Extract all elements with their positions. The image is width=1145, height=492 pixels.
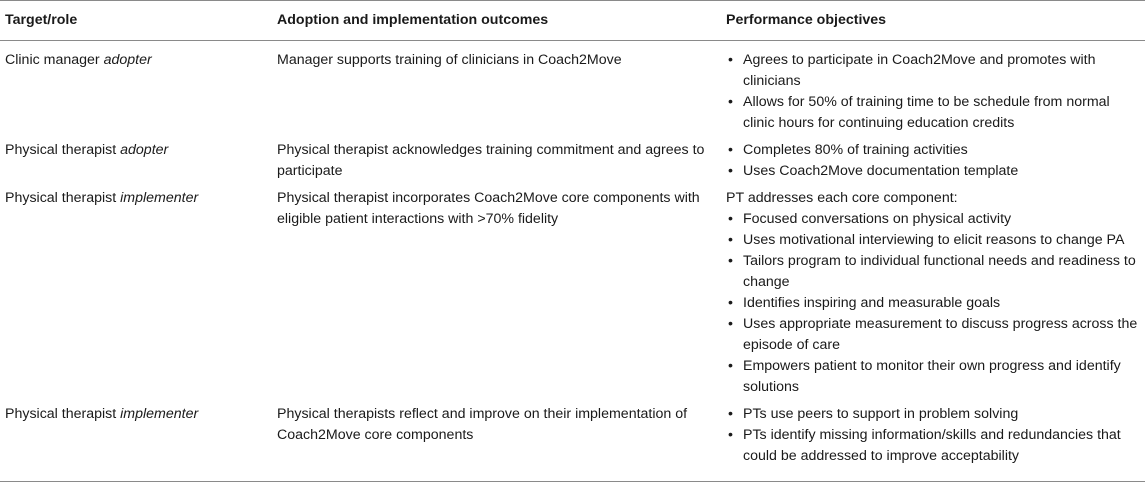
objectives-intro: PT addresses each core component: <box>726 190 958 206</box>
role-cell: Physical therapist implementer <box>0 400 270 482</box>
header-performance-objectives: Performance objectives <box>719 0 1145 41</box>
outcome-cell: Physical therapist acknowledges training… <box>277 142 705 179</box>
outcome-cell: Manager supports training of clinicians … <box>277 52 622 68</box>
objectives-list: Focused conversations on physical activi… <box>726 209 1141 398</box>
list-item: Uses Coach2Move documentation template <box>726 161 1141 182</box>
outcome-cell: Physical therapists reflect and improve … <box>270 400 719 482</box>
list-item: Uses appropriate measurement to discuss … <box>726 314 1141 356</box>
table-header: Target/role Adoption and implementation … <box>0 0 1145 41</box>
table-row: Physical therapist implementer Physical … <box>0 400 1145 482</box>
role-cell: Clinic manager adopter <box>0 41 270 137</box>
list-item: Completes 80% of training activities <box>726 140 1141 161</box>
table-row: Physical therapist implementer Physical … <box>0 184 1145 400</box>
list-item: Identifies inspiring and measurable goal… <box>726 293 1141 314</box>
performance-objectives-table: Target/role Adoption and implementation … <box>0 0 1145 482</box>
objectives-cell: Completes 80% of training activities Use… <box>719 136 1145 184</box>
header-target-role: Target/role <box>0 0 270 41</box>
role-qualifier: adopter <box>103 52 152 68</box>
table-row: Physical therapist adopter Physical ther… <box>0 136 1145 184</box>
objectives-cell: PTs use peers to support in problem solv… <box>719 400 1145 482</box>
role-name: Physical therapist <box>5 142 117 158</box>
list-item: PTs identify missing information/skills … <box>726 425 1141 467</box>
role-name: Physical therapist <box>5 190 117 206</box>
header-row: Target/role Adoption and implementation … <box>0 0 1145 41</box>
list-item: Empowers patient to monitor their own pr… <box>726 356 1141 398</box>
role-qualifier: implementer <box>120 406 199 422</box>
table-body: Clinic manager adopter Manager supports … <box>0 41 1145 482</box>
header-outcomes: Adoption and implementation outcomes <box>270 0 719 41</box>
list-item: Tailors program to individual functional… <box>726 251 1141 293</box>
objectives-cell: Agrees to participate in Coach2Move and … <box>719 41 1145 137</box>
list-item: Allows for 50% of training time to be sc… <box>726 92 1141 134</box>
outcome-cell: Physical therapist incorporates Coach2Mo… <box>277 190 700 227</box>
role-cell: Physical therapist implementer <box>0 184 270 400</box>
objectives-list: PTs use peers to support in problem solv… <box>726 404 1141 467</box>
list-item: Focused conversations on physical activi… <box>726 209 1141 230</box>
role-name: Physical therapist <box>5 406 117 422</box>
role-qualifier: implementer <box>120 190 199 206</box>
list-item: Uses motivational interviewing to elicit… <box>726 230 1141 251</box>
role-qualifier: adopter <box>120 142 169 158</box>
role-cell: Physical therapist adopter <box>0 136 270 184</box>
table-row: Clinic manager adopter Manager supports … <box>0 41 1145 137</box>
role-name: Clinic manager <box>5 52 100 68</box>
list-item: Agrees to participate in Coach2Move and … <box>726 50 1141 92</box>
list-item: PTs use peers to support in problem solv… <box>726 404 1141 425</box>
objectives-cell: PT addresses each core component: Focuse… <box>719 184 1145 400</box>
objectives-list: Agrees to participate in Coach2Move and … <box>726 50 1141 134</box>
objectives-list: Completes 80% of training activities Use… <box>726 140 1141 182</box>
